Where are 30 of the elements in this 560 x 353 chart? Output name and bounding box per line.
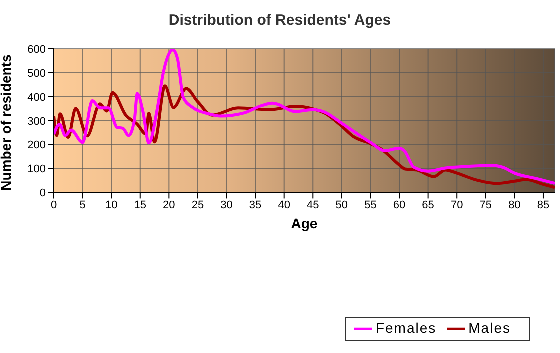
x-tick-label: 25 <box>192 200 204 212</box>
x-tick-label: 70 <box>450 200 464 212</box>
y-tick-label: 0 <box>40 188 46 200</box>
x-tick-label: 10 <box>105 200 118 212</box>
x-tick-label: 35 <box>249 200 262 212</box>
x-tick-label: 65 <box>422 200 434 212</box>
x-tick-label: 85 <box>537 200 550 212</box>
legend-label: Females <box>376 320 437 336</box>
y-tick-label: 400 <box>28 92 46 104</box>
x-tick-label: 15 <box>134 200 147 212</box>
chart-title: Distribution of Residents' Ages <box>168 12 392 29</box>
y-tick-label: 100 <box>28 164 46 176</box>
x-tick-label: 5 <box>80 200 86 212</box>
x-tick-label: 30 <box>220 200 233 212</box>
legend-label: Males <box>468 320 511 336</box>
y-tick-label: 300 <box>28 116 46 128</box>
x-tick-label: 40 <box>278 200 290 212</box>
x-tick-label: 55 <box>364 200 377 212</box>
y-axis-title: Number of residents <box>0 54 14 191</box>
x-tick-label: 60 <box>393 200 406 212</box>
x-tick-label: 75 <box>480 200 492 212</box>
y-tick-label: 500 <box>28 68 46 80</box>
x-tick-label: 45 <box>307 200 320 212</box>
y-tick-label: 200 <box>28 140 46 152</box>
x-tick-label: 0 <box>50 200 58 212</box>
x-axis-title: Age <box>291 216 318 232</box>
x-tick-label: 50 <box>336 200 348 212</box>
x-tick-label: 20 <box>163 200 176 212</box>
y-tick-label: 600 <box>28 44 46 56</box>
x-tick-label: 80 <box>508 200 521 212</box>
